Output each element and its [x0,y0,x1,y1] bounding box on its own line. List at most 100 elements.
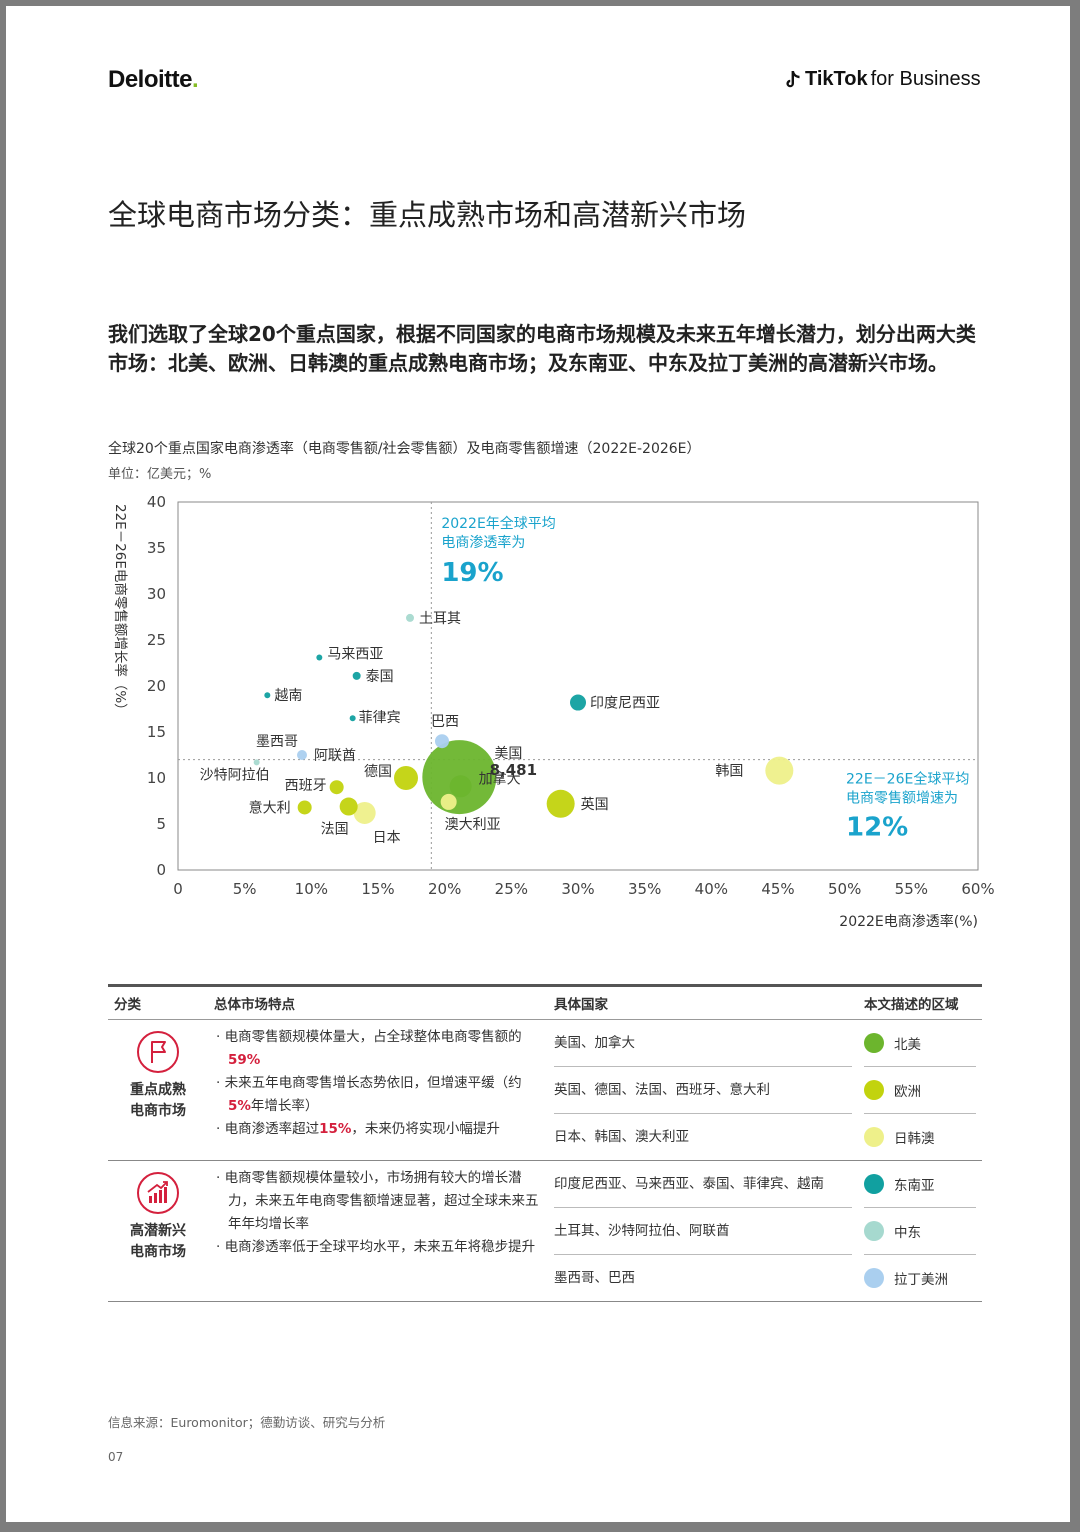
point-label: 美国 [494,746,522,762]
market-classification-table: 分类 总体市场特点 具体国家 本文描述的区域 重点成熟 电商市场 [108,984,982,1302]
countries-cell: 印度尼西亚、马来西亚、泰国、菲律宾、越南 土耳其、沙特阿拉伯、阿联酋 墨西哥、巴… [548,1160,858,1302]
tiktok-for-business-logo: TikTok for Business [784,68,981,91]
category-cell: 高潜新兴 电商市场 [108,1160,208,1302]
bubble-point [440,793,457,810]
country-list: 美国、加拿大 [554,1020,852,1067]
x-tick-label: 15% [361,880,394,898]
source-note: 信息来源：Euromonitor；德勤访谈、研究与分析 [108,1415,386,1430]
header-category: 分类 [108,984,208,1020]
region-item: 北美 [864,1020,976,1067]
region-dot-icon [864,1080,884,1100]
bubble-point [297,750,307,760]
feature-item: 电商渗透率超过15%，未来仍将实现小幅提升 [214,1118,542,1141]
point-label: 阿联酋 [314,747,356,764]
plot-frame [177,501,979,871]
chart-title: 全球20个重点国家电商渗透率（电商零售额/社会零售额）及电商零售额增速（2022… [108,441,701,457]
point-label: 巴西 [431,714,459,730]
bubble-point [765,756,794,785]
point-label: 澳大利亚 [445,817,501,833]
point-label: 法国 [321,822,349,838]
y-tick-label: 25 [147,631,166,649]
features-cell: 电商零售额规模体量较小，市场拥有较大的增长潜力，未来五年电商零售额增速显著，超过… [208,1160,548,1302]
x-tick-label: 35% [628,880,661,898]
point-label: 西班牙 [285,778,327,794]
bubble-chart: 0 5% 10% 15% 20% 25% 30% 35% 40% 45% 50% 55% 60% 0 5 10… [112,493,995,930]
x-tick-label: 45% [761,880,794,898]
category-cell: 重点成熟 电商市场 [108,1019,208,1161]
feature-item: 电商渗透率低于全球平均水平，未来五年将稳步提升 [214,1236,542,1259]
y-tick-label: 30 [147,585,166,603]
table-row-mature: 重点成熟电商市场 电商零售额规模体量大，占全球整体电商零售额的59% 未来五年电… [108,1019,982,1161]
category-name: 重点成熟 电商市场 [130,1082,186,1119]
countries-cell: 美国、加拿大 英国、德国、法国、西班牙、意大利 日本、韩国、澳大利亚 [548,1019,858,1161]
point-label: 沙特阿拉伯 [200,767,270,783]
intro-paragraph: 我们选取了全球20个重点国家，根据不同国家的电商市场规模及未来五年增长潜力，划分… [108,322,976,375]
bubble-point [352,671,361,680]
header-region: 本文描述的区域 [858,984,982,1020]
region-item: 中东 [864,1208,976,1255]
y-tick-label: 20 [147,677,166,695]
region-item: 拉丁美洲 [864,1255,976,1301]
y-tick-label: 0 [156,861,166,879]
point-label: 土耳其 [419,611,461,627]
y-tick-label: 15 [147,723,166,741]
feature-item: 电商零售额规模体量大，占全球整体电商零售额的59% [214,1026,542,1072]
country-list: 墨西哥、巴西 [554,1270,635,1286]
page-title: 全球电商市场分类：重点成熟市场和高潜新兴市场 [108,198,747,232]
region-dot-icon [864,1127,884,1147]
point-label: 马来西亚 [327,646,383,662]
deloitte-logo: Deloitte. [108,66,199,93]
bubble-point [449,775,472,798]
point-label: 泰国 [366,669,394,685]
header-features: 总体市场特点 [208,984,548,1020]
bubble-point [253,759,260,766]
x-tick-label: 10% [295,880,328,898]
y-tick-label: 10 [147,769,166,787]
x-tick-label: 60% [961,880,994,898]
avg-penetration-value: 19% [441,558,503,588]
country-list: 印度尼西亚、马来西亚、泰国、菲律宾、越南 [554,1161,852,1208]
bubble-point [546,789,575,818]
point-label: 越南 [274,688,302,704]
category-name: 高潜新兴 电商市场 [130,1223,186,1260]
point-label: 印度尼西亚 [590,696,660,712]
table-header-row: 分类 总体市场特点 具体国家 本文描述的区域 [108,984,982,1020]
bubble-point [394,766,418,790]
point-label: 墨西哥 [256,734,298,750]
bubble-point [297,800,312,815]
avg-growth-annotation-line2: 电商零售额增速为 [846,791,958,807]
region-dot-icon [864,1033,884,1053]
point-label: 英国 [581,796,609,813]
tiktok-note-icon [786,70,800,87]
x-tick-label: 5% [233,880,257,898]
bubble-point [570,694,586,711]
x-tick-label: 50% [828,880,861,898]
bubble-point [353,801,376,824]
point-label: 菲律宾 [359,710,401,726]
x-tick-label: 20% [428,880,461,898]
country-list: 日本、韩国、澳大利亚 [554,1129,689,1145]
point-label: 日本 [373,830,401,846]
x-tick-label: 0 [173,880,183,898]
avg-penetration-annotation-line2: 电商渗透率为 [441,534,525,551]
x-tick-label: 40% [695,880,728,898]
header-countries: 具体国家 [548,984,858,1020]
region-item: 欧洲 [864,1067,976,1114]
flag-icon [137,1031,179,1073]
us-value-label: 8,481 [490,761,537,779]
feature-item: 电商零售额规模体量较小，市场拥有较大的增长潜力，未来五年电商零售额增速显著，超过… [214,1167,542,1236]
avg-penetration-annotation-line1: 2022E年全球平均 [441,515,555,532]
country-list: 土耳其、沙特阿拉伯、阿联酋 [554,1208,852,1255]
x-tick-label: 55% [895,880,928,898]
bubble-point [264,692,271,699]
bubble-point [339,797,358,816]
growth-chart-icon [137,1172,179,1214]
bubble-point [406,613,414,622]
region-dot-icon [864,1268,884,1288]
point-label: 韩国 [715,764,743,780]
feature-item: 未来五年电商零售增长态势依旧，但增速平缓（约5%年增长率） [214,1072,542,1118]
page-number: 07 [108,1450,124,1464]
point-label: 德国 [364,764,392,780]
bubble-point [329,780,344,795]
y-tick-label: 5 [156,815,166,833]
